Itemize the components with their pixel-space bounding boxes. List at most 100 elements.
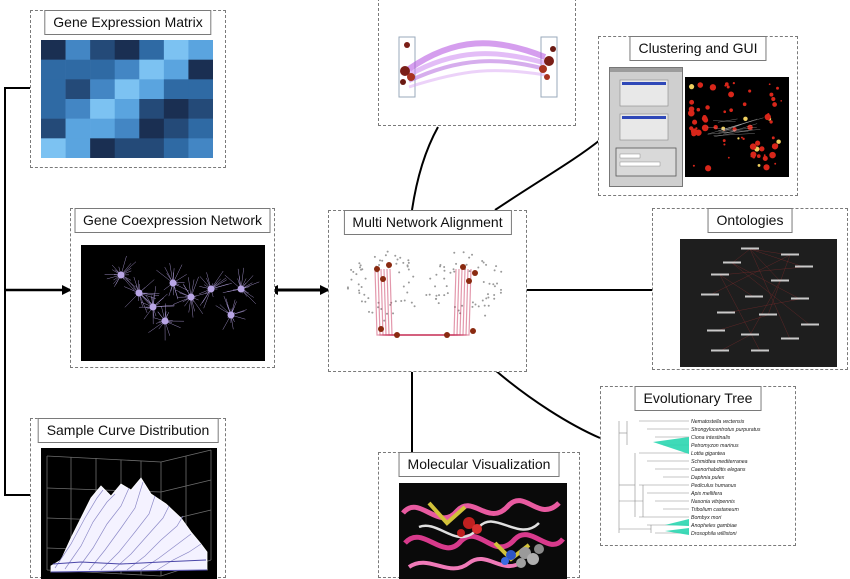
left-bracket-line <box>5 88 30 495</box>
species-label: Caenorhabditis elegans <box>691 467 746 473</box>
cluster-node <box>728 91 734 97</box>
heatmap-cell <box>188 40 213 60</box>
heatmap-cell <box>164 60 189 80</box>
peripheral-node <box>378 264 380 266</box>
peripheral-node <box>352 271 354 273</box>
molecular-visualization-panel: Molecular Visualization <box>378 452 580 578</box>
peripheral-node <box>482 300 484 302</box>
peripheral-node <box>500 289 502 291</box>
cluster-node <box>689 100 694 105</box>
cluster-node <box>704 126 707 129</box>
peripheral-node <box>488 305 490 307</box>
heatmap-cell <box>188 99 213 119</box>
cluster-node <box>713 125 717 129</box>
species-label: Strongylocentrotus purpuratus <box>691 427 761 433</box>
cluster-node <box>705 165 711 171</box>
peripheral-node <box>379 259 381 261</box>
peripheral-node <box>385 254 387 256</box>
heatmap-cell <box>188 138 213 158</box>
heatmap-cell <box>164 119 189 139</box>
ontology-edge <box>720 335 750 351</box>
peripheral-node <box>481 260 483 262</box>
peripheral-node <box>394 255 396 257</box>
curve-to-tree <box>495 370 600 438</box>
peripheral-node <box>414 305 416 307</box>
clustering-and-gui-title: Clustering and GUI <box>629 36 766 61</box>
peripheral-node <box>483 281 485 283</box>
ontology-node-label <box>741 248 759 250</box>
peripheral-node <box>449 272 451 274</box>
peripheral-node <box>438 302 440 304</box>
heatmap-cell <box>66 119 91 139</box>
peripheral-node <box>468 257 470 259</box>
peripheral-node <box>407 265 409 267</box>
peripheral-node <box>466 264 468 266</box>
coexpression-hub <box>162 318 169 325</box>
sample-curve-distribution-title: Sample Curve Distribution <box>38 418 219 443</box>
peripheral-node <box>398 271 400 273</box>
ontology-edge <box>750 249 790 339</box>
peripheral-node <box>446 285 448 287</box>
cluster-edge <box>714 133 755 135</box>
peripheral-node <box>350 269 352 271</box>
cluster-node <box>741 137 743 139</box>
heatmap-cell <box>115 40 140 60</box>
heatmap-cell <box>66 99 91 119</box>
peripheral-node <box>407 259 409 261</box>
heatmap-cell <box>139 99 164 119</box>
species-label: Daphnia pulex <box>691 475 725 481</box>
heatmap-cell <box>90 99 115 119</box>
peripheral-node <box>399 257 401 259</box>
coexpression-hub <box>150 304 157 311</box>
ontology-node-label <box>711 350 729 352</box>
cluster-node <box>772 102 777 107</box>
heatmap-cell <box>90 40 115 60</box>
cluster-node <box>729 108 733 112</box>
ontology-node-label <box>771 280 789 282</box>
aligned-node <box>380 276 386 282</box>
cluster-node <box>723 143 725 145</box>
aligned-node <box>444 332 450 338</box>
peripheral-node <box>435 274 437 276</box>
peripheral-node <box>387 251 389 253</box>
cluster-node <box>728 157 730 159</box>
coexpression-hub <box>228 312 235 319</box>
peripheral-node <box>484 315 486 317</box>
heatmap-cell <box>90 79 115 99</box>
peripheral-node <box>443 294 445 296</box>
highlighted-clade <box>665 528 689 535</box>
evolutionary-tree-panel: Evolutionary Tree Nematostella vectensis… <box>600 386 796 546</box>
coexpression-network-image <box>81 245 265 361</box>
species-label: Anopheles gambiae <box>690 523 737 529</box>
peripheral-node <box>361 286 363 288</box>
coexpression-hub <box>136 290 143 297</box>
peripheral-node <box>363 294 365 296</box>
gene-coexpression-network-title: Gene Coexpression Network <box>74 208 271 233</box>
peripheral-node <box>386 313 388 315</box>
cluster-node <box>769 83 771 85</box>
peripheral-node <box>493 294 495 296</box>
cluster-node <box>750 155 752 157</box>
ontology-node-label <box>745 296 763 298</box>
peripheral-node <box>453 268 455 270</box>
peripheral-node <box>400 300 402 302</box>
heatmap-cell <box>41 40 66 60</box>
ontology-edge <box>720 275 754 297</box>
peripheral-node <box>443 270 445 272</box>
ontologies-panel: Ontologies <box>652 208 848 370</box>
peripheral-node <box>358 292 360 294</box>
ontology-edge <box>720 267 804 275</box>
gene-expression-matrix-title: Gene Expression Matrix <box>44 10 211 35</box>
heatmap-cell <box>115 60 140 80</box>
ontology-node-label <box>741 334 759 336</box>
ontology-node-label <box>711 274 729 276</box>
ontology-node-label <box>801 324 819 326</box>
peripheral-node <box>494 285 496 287</box>
peripheral-node <box>383 320 385 322</box>
alignment-link <box>390 269 456 335</box>
peripheral-node <box>395 263 397 265</box>
heatmap-cell <box>90 60 115 80</box>
curve-to-clustering <box>495 140 600 210</box>
peripheral-node <box>474 303 476 305</box>
alignment-link <box>381 269 465 335</box>
